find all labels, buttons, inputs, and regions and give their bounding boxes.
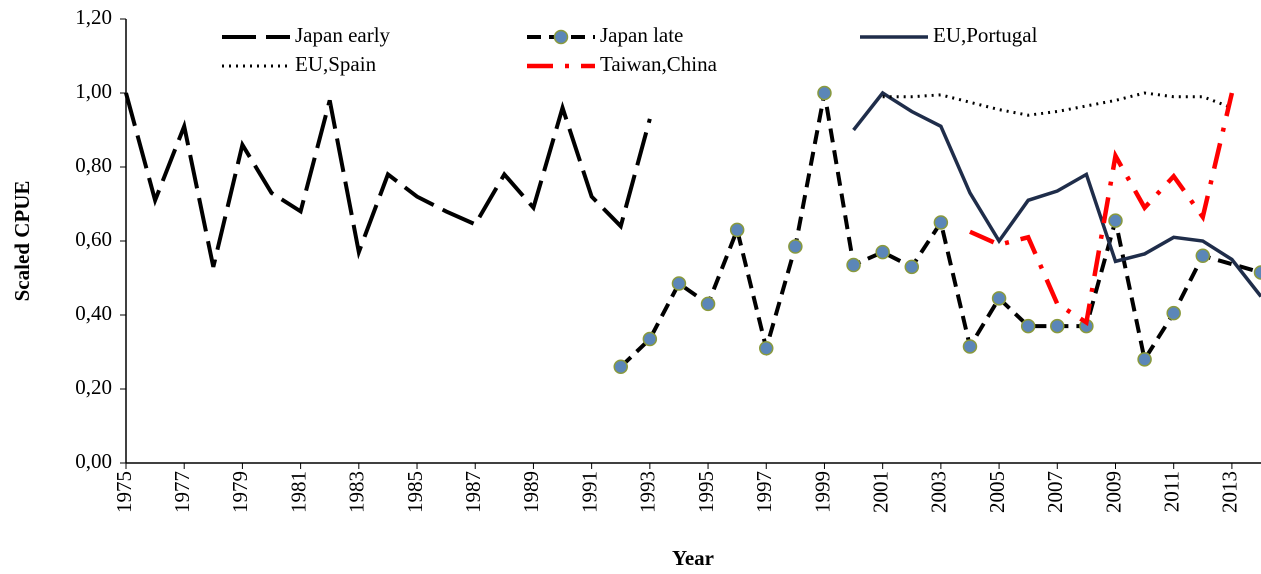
x-tick-label: 1983 [345,471,369,513]
legend-label: Taiwan,China [600,52,718,76]
series-line [969,92,1235,327]
y-tick-label: 0,20 [75,375,112,399]
y-tick-label: 0,60 [75,227,112,251]
series-marker [1137,352,1152,367]
x-tick-label: 2011 [1160,471,1184,512]
series-marker [904,259,920,275]
x-axis-title: Year [672,546,714,570]
x-tick-label: 1997 [752,471,776,513]
y-tick-label: 0,40 [75,301,112,325]
series-marker [788,239,803,254]
x-tick-label: 2007 [1043,471,1067,513]
series-marker [613,359,628,375]
legend-label: Japan early [295,23,391,47]
legend-label: Japan late [600,23,683,47]
legend-label: EU,Portugal [933,23,1038,47]
x-tick-label: 1977 [170,471,194,513]
x-tick-label: 1987 [461,471,485,513]
series-marker [817,85,832,101]
series-line [619,92,1261,369]
series-marker [1108,213,1123,228]
x-tick-label: 1989 [519,471,543,513]
series-marker [991,291,1007,306]
series-marker [671,276,687,291]
legend-label: EU,Spain [295,52,377,76]
series-marker [962,339,978,354]
x-tick-label: 2003 [927,471,951,513]
y-tick-label: 0,00 [75,449,112,473]
y-tick-label: 1,20 [75,5,112,29]
series-marker [700,296,716,312]
series-marker [729,222,745,238]
x-tick-label: 1981 [286,471,310,513]
y-axis-title: Scaled CPUE [10,181,34,302]
series-line [852,90,1261,298]
series-marker [1020,318,1036,334]
series-marker [1195,248,1211,264]
x-tick-label: 1995 [694,471,718,513]
series-line [124,92,652,268]
series-marker [846,257,861,273]
series-marker [759,341,774,356]
x-tick-label: 1999 [810,471,834,513]
series-marker [642,331,658,347]
y-tick-label: 1,00 [75,79,112,103]
series-marker [1050,318,1065,334]
x-tick-label: 2009 [1101,471,1125,513]
series-marker [1166,305,1181,321]
x-tick-label: 2001 [868,471,892,513]
x-tick-label: 2005 [985,471,1009,513]
x-tick-label: 1985 [403,471,427,513]
x-tick-label: 1991 [577,471,601,513]
series-marker [875,244,890,260]
x-tick-label: 1993 [636,471,660,513]
x-tick-label: 1979 [228,471,252,513]
series-marker [1253,265,1261,280]
legend-marker [553,29,569,45]
x-tick-label: 1975 [112,471,136,513]
x-tick-label: 2013 [1218,471,1242,513]
series-line [882,91,1233,117]
y-tick-label: 0,80 [75,153,112,177]
series-marker [933,215,949,230]
